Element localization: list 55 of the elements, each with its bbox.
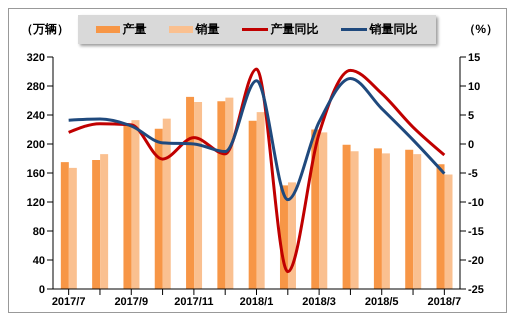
y2-tick-label: -15 <box>468 226 484 238</box>
y2-tick-label: -25 <box>468 284 484 296</box>
y-tick-label: 160 <box>26 168 45 180</box>
bar <box>194 102 202 289</box>
y2-tick-label: 5 <box>468 110 474 122</box>
bar <box>162 118 171 289</box>
bar <box>225 98 234 289</box>
y2-tick-label: -20 <box>468 254 484 267</box>
bar <box>154 128 163 289</box>
bar <box>256 112 265 289</box>
y2-tick-label: 10 <box>468 80 480 93</box>
bar <box>186 96 194 289</box>
bar <box>60 162 69 289</box>
bar <box>123 124 132 289</box>
y-tick-label: 240 <box>26 110 45 122</box>
bar <box>444 174 453 289</box>
bar <box>100 154 108 289</box>
y2-tick-label: -10 <box>468 196 484 209</box>
bar <box>382 153 390 289</box>
bar <box>405 150 414 289</box>
legend-label: 销量同比 <box>368 21 418 38</box>
y-tick-label: 280 <box>26 80 45 93</box>
legend-label: 产量 <box>122 21 146 38</box>
legend-label: 产量同比 <box>270 21 318 38</box>
bar <box>413 154 422 289</box>
bar <box>374 148 382 289</box>
bar <box>319 132 328 289</box>
legend-label: 销量 <box>194 21 220 38</box>
x-tick-label: 2018/5 <box>364 296 399 308</box>
x-tick-label: 2018/1 <box>240 296 274 308</box>
bar <box>131 120 140 289</box>
y2-tick-label: -5 <box>468 168 478 180</box>
y-tick-label: 320 <box>26 52 45 64</box>
bar <box>342 144 351 289</box>
y2-tick-label: 15 <box>468 52 480 64</box>
line-series <box>67 76 446 202</box>
x-tick-label: 2018/3 <box>302 296 336 308</box>
x-tick-label: 2017/9 <box>114 296 148 308</box>
bar <box>436 164 445 289</box>
y-tick-label: 40 <box>32 254 45 267</box>
bar <box>68 168 77 289</box>
bar <box>350 151 359 289</box>
x-tick-label: 2017/7 <box>52 296 86 308</box>
y-tick-label: 80 <box>32 226 45 238</box>
y-axis-title: （万辆） <box>21 21 69 38</box>
bar <box>217 101 226 289</box>
y2-axis-title: （%） <box>463 21 498 38</box>
bar <box>248 120 257 289</box>
y2-tick-label: 0 <box>468 138 474 151</box>
y-tick-label: 120 <box>26 196 45 209</box>
bar <box>92 160 100 289</box>
x-tick-label: 2018/7 <box>428 296 462 308</box>
x-tick-label: 2017/11 <box>174 296 214 308</box>
y-tick-label: 0 <box>38 284 45 296</box>
y-tick-label: 200 <box>26 138 45 151</box>
